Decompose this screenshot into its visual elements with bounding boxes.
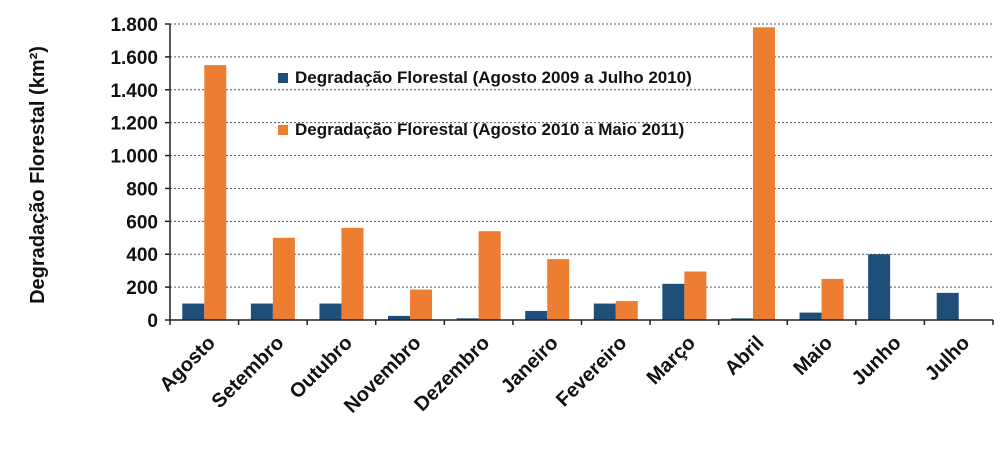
bar-março-series-1 (662, 283, 685, 320)
x-tick-label: Março (643, 332, 700, 389)
bar-junho-series-1 (868, 254, 891, 320)
y-tick-label: 1.400 (110, 81, 158, 102)
bar-maio-series-2 (821, 278, 844, 320)
legend-swatch-series-2 (278, 125, 288, 135)
x-tick-label: Fevereiro (552, 332, 631, 411)
gridlines (170, 23, 993, 288)
bar-agosto-series-2 (204, 65, 227, 320)
bar-setembro-series-2 (272, 237, 295, 320)
y-tick-label: 200 (126, 278, 158, 299)
y-tick-label: 1.000 (110, 147, 158, 168)
bar-abril-series-2 (752, 27, 775, 321)
legend-swatch-series-1 (278, 73, 288, 83)
y-tick-label: 400 (126, 245, 158, 266)
x-tick-label: Junho (848, 332, 906, 390)
bar-setembro-series-1 (250, 303, 273, 320)
bar-fevereiro-series-1 (593, 303, 616, 320)
legend-label-series-2: Degradação Florestal (Agosto 2010 a Maio… (295, 120, 684, 139)
bar-janeiro-series-1 (525, 310, 548, 320)
bar-outubro-series-2 (341, 227, 364, 320)
bar-novembro-series-1 (388, 315, 411, 320)
y-axis-label: Degradação Florestal (km²) (27, 46, 49, 304)
y-tick-label: 1.600 (110, 48, 158, 69)
bar-abril-series-1 (730, 318, 753, 320)
y-tick-label: 1.800 (110, 15, 158, 36)
x-tick-label: Abril (721, 332, 769, 380)
bar-janeiro-series-2 (547, 259, 570, 320)
bar-dezembro-series-1 (456, 318, 479, 320)
y-tick-label: 1.200 (110, 114, 158, 135)
bar-outubro-series-1 (319, 303, 342, 320)
x-tick-label: Outubro (286, 332, 357, 403)
bar-dezembro-series-2 (478, 231, 501, 320)
y-tick-label: 600 (126, 212, 158, 233)
x-tick-label: Dezembro (410, 332, 494, 416)
bar-março-series-2 (684, 271, 707, 320)
bar-fevereiro-series-2 (615, 301, 638, 320)
bar-agosto-series-1 (182, 303, 205, 320)
axes (165, 23, 994, 325)
x-tick-label: Setembro (208, 332, 289, 413)
legend: Degradação Florestal (Agosto 2009 a Julh… (278, 68, 692, 139)
y-tick-labels: 0 200 400 600 800 1.000 1.200 1.400 1.600 1.800 (110, 15, 158, 332)
y-tick-label: 800 (126, 179, 158, 200)
bar-maio-series-1 (799, 312, 822, 320)
x-tick-label: Agosto (156, 332, 220, 396)
x-tick-label: Maio (789, 332, 837, 380)
legend-label-series-1: Degradação Florestal (Agosto 2009 a Julh… (295, 68, 692, 87)
x-tick-label: Janeiro (497, 332, 563, 398)
bar-julho-series-1 (936, 292, 959, 320)
bar-novembro-series-2 (410, 289, 433, 320)
x-tick-label: Julho (921, 332, 974, 385)
y-tick-label: 0 (147, 311, 158, 332)
bars (182, 27, 959, 321)
